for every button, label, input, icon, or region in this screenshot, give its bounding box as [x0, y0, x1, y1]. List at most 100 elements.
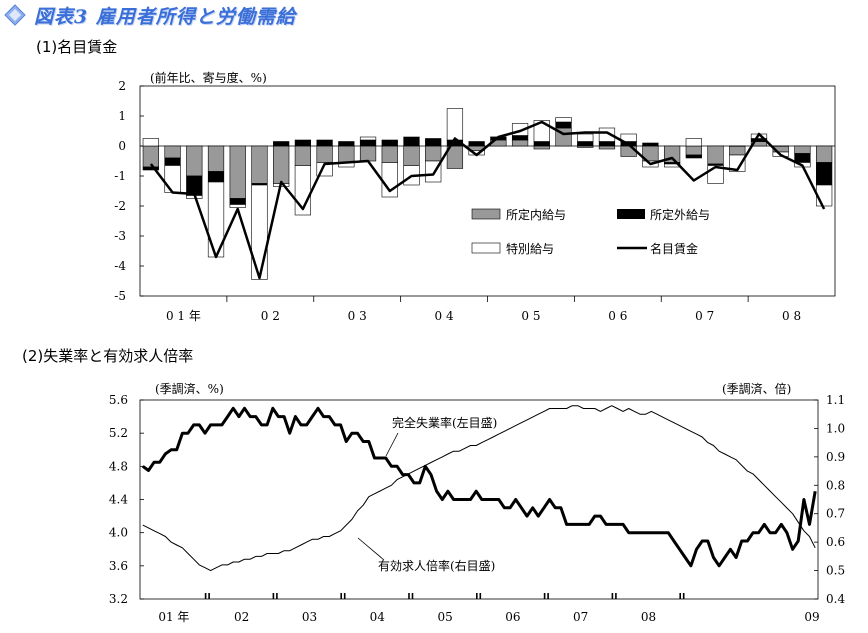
chart1-ytick-label: 0	[118, 139, 126, 153]
annotation-ratio-arrow	[357, 537, 385, 561]
diamond-icon	[4, 4, 26, 26]
legend-label-overtime: 所定外給与	[650, 207, 710, 222]
chart2-year-tick	[543, 593, 546, 599]
annotation-unemployment: 完全失業率(左目盛)	[392, 415, 497, 430]
chart2-left-unit: (季調済、%)	[155, 381, 224, 396]
chart2-right-tick-label: 0.7	[826, 507, 845, 521]
header: 図表3 雇用者所得と労働需給	[4, 2, 296, 28]
chart2-year-tick	[615, 593, 617, 599]
chart2-right-unit: (季調済、倍)	[722, 381, 791, 396]
chart2-right-tick-label: 0.8	[826, 478, 845, 492]
chart1-ytick-label: -4	[114, 259, 126, 273]
bar-segment	[468, 141, 485, 147]
chart2-left-tick-label: 4.4	[109, 493, 128, 507]
bar-segment	[142, 138, 159, 147]
bar-segment	[142, 166, 159, 171]
bar-segment	[316, 139, 333, 147]
chart1-xtick-label: 0 7	[695, 309, 714, 323]
chart2-xtick-label: 01 年	[158, 610, 189, 624]
bar-segment	[533, 120, 550, 142]
chart2-year-tick	[479, 593, 482, 599]
bar-segment	[685, 138, 702, 147]
chart2-left-tick-label: 3.2	[109, 592, 128, 606]
annotation-ratio: 有効求人倍率(右目盛)	[378, 558, 495, 573]
chart1-xtick-label: 0 3	[348, 309, 367, 323]
bar-segment	[359, 136, 377, 141]
chart1-ytick-label: -3	[114, 229, 126, 243]
legend-swatch-special	[471, 242, 501, 254]
chart2-xtick-label: 03	[302, 610, 317, 624]
bar-segment	[555, 117, 572, 123]
legend-swatch-overtime	[617, 209, 645, 219]
chart2-right-tick-label: 0.6	[826, 535, 845, 549]
chart1-legend: 所定内給与 所定外給与 特別給与 名目賃金	[471, 207, 710, 256]
bar-segment	[620, 133, 637, 142]
bar-segment	[577, 133, 594, 142]
chart1-ytick-label: 2	[118, 79, 126, 93]
chart1-subtitle: (1)名目賃金	[36, 38, 118, 56]
chart2-year-tick	[340, 593, 342, 599]
bar-segment	[381, 139, 398, 147]
wage-chart: (前年比、寄与度、%) 所定内給与 所定外給与 特別給与 名目賃金 2 1 0 -1 -…	[114, 70, 836, 323]
chart1-xtick-label: 0 6	[608, 309, 627, 323]
chart2-xtick-label: 04	[370, 610, 386, 624]
legend-swatch-scheduled	[471, 208, 501, 220]
chart2-year-tick	[411, 593, 414, 599]
chart2-xtick-label: 02	[234, 610, 249, 624]
chart2-year-tick	[611, 593, 614, 599]
legend-label-nominal: 名目賃金	[650, 241, 698, 256]
bar-segment	[642, 142, 659, 147]
bar-segment	[229, 204, 246, 208]
chart1-unit-label: (前年比、寄与度、%)	[150, 70, 267, 85]
chart1-ytick-label: -5	[114, 289, 126, 303]
chart2-year-tick	[408, 593, 410, 599]
bar-segment	[729, 154, 746, 172]
chart1-xtick-label: 0 5	[521, 309, 540, 323]
chart1-ytick-label: -1	[114, 169, 126, 183]
chart1-xtick-label: 0 1 年	[166, 309, 201, 323]
chart2-left-tick-label: 4.0	[109, 526, 128, 540]
bar-segment	[294, 139, 312, 147]
bar-segment	[273, 141, 290, 147]
chart2-year-tick	[208, 593, 210, 599]
chart1-xtick-label: 0 4	[435, 309, 454, 323]
chart2-xtick-label: 08	[641, 610, 656, 624]
chart1-ytick-label: 1	[118, 109, 126, 123]
bar-segment	[403, 136, 420, 147]
nominal-wage-line	[149, 120, 826, 280]
bar-segment	[685, 154, 702, 159]
page-title: 図表3 雇用者所得と労働需給	[34, 5, 296, 28]
chart1-ytick-label: -2	[114, 199, 126, 213]
chart2-year-tick	[343, 593, 346, 599]
chart2-year-tick	[276, 593, 278, 599]
chart2-right-tick-label: 1.1	[826, 393, 845, 407]
legend-label-special: 特別給与	[506, 241, 554, 256]
chart2-left-tick-label: 5.6	[109, 393, 128, 407]
legend-label-scheduled: 所定内給与	[506, 207, 566, 222]
unemployment-rate-line	[141, 406, 817, 568]
chart2-left-tick-label: 3.6	[109, 559, 128, 573]
chart2-year-tick	[204, 593, 207, 599]
chart2-right-tick-label: 0.5	[826, 564, 845, 578]
chart2-left-tick-label: 5.2	[109, 426, 128, 440]
chart2-subtitle: (2)失業率と有効求人倍率	[22, 347, 194, 365]
bar-segment	[338, 141, 355, 147]
chart2-left-tick-label: 4.8	[109, 459, 128, 473]
chart2-xtick-label: 06	[505, 610, 520, 624]
chart1-xtick-label: 0 2	[261, 309, 280, 323]
chart2-right-tick-label: 0.4	[826, 592, 845, 606]
chart2-xtick-label: 05	[437, 610, 452, 624]
chart2-xtick-label: 07	[573, 610, 588, 624]
chart2-year-tick	[547, 593, 549, 599]
chart2-year-tick	[679, 593, 681, 599]
annotation-unemployment-arrow	[385, 432, 399, 457]
chart2-right-tick-label: 0.9	[826, 450, 845, 464]
chart2-year-tick	[682, 593, 685, 599]
chart2-xtick-label: 09	[804, 610, 819, 624]
job-ratio-line	[142, 405, 816, 572]
chart2-year-tick	[272, 593, 275, 599]
bar-segment	[425, 138, 442, 147]
chart1-xtick-label: 0 8	[782, 309, 801, 323]
